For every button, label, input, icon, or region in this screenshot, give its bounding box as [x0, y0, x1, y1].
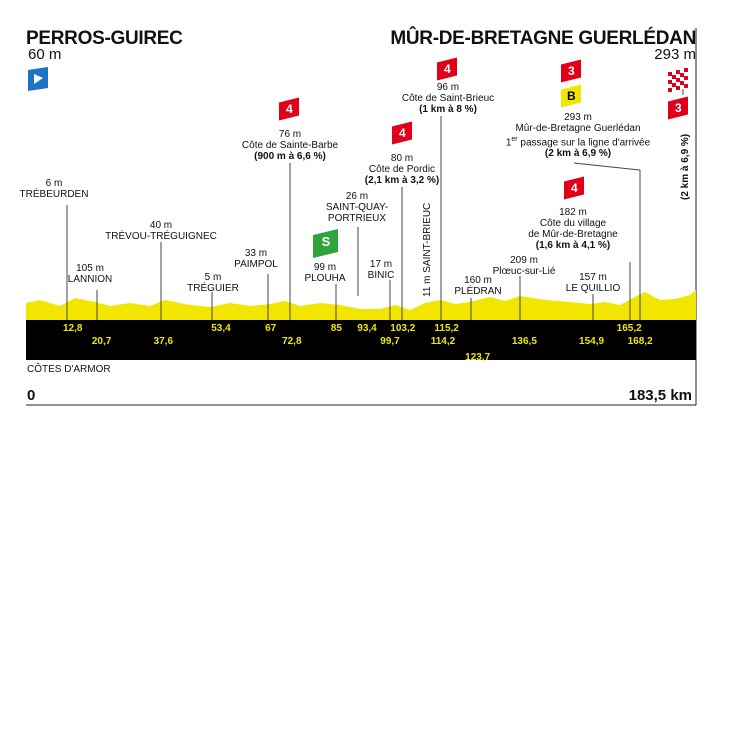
km-mark: 136,5 — [511, 336, 537, 347]
sprint-label: S — [321, 234, 331, 249]
stage-profile: PERROS-GUIREC 60 m MÛR-DE-BRETAGNE GUERL… — [19, 28, 697, 406]
km-mark: 67 — [265, 323, 277, 334]
town-label: 105 m LANNION — [67, 263, 113, 285]
km-band — [26, 320, 696, 360]
green-sprint-icon — [313, 229, 338, 258]
km-mark: 103,2 — [390, 323, 416, 334]
distance-end: 183,5 km — [628, 387, 692, 404]
leader-lines — [66, 70, 684, 320]
km-mark: 165,2 — [616, 323, 642, 334]
town-label: 157 m LE QUILLIO — [565, 272, 621, 294]
km-mark: 93,4 — [357, 323, 377, 334]
km-mark: 37,6 — [153, 336, 174, 347]
km-mark: 99,7 — [380, 336, 400, 347]
km-mark: 53,4 — [211, 323, 231, 334]
town-label: 40 m TRÉVOU-TRÉGUIGNEC — [105, 220, 217, 242]
climb-label-village: 182 m Côte du village de Mûr-de-Bretagne (1… — [528, 207, 618, 251]
town-label: 5 m TRÉGUIER — [187, 272, 239, 294]
checker-square — [672, 79, 676, 83]
km-mark: 168,2 — [627, 336, 653, 347]
checker-square — [684, 80, 688, 84]
finish-altitude: 293 m — [654, 46, 696, 63]
km-mark: 12,8 — [63, 323, 83, 334]
checker-square — [676, 74, 680, 78]
checker-square — [684, 84, 688, 88]
checker-square — [668, 84, 672, 88]
checker-square — [676, 70, 680, 74]
town-label-saint-brieuc: 11 m SAINT-BRIEUC — [422, 202, 433, 297]
final-climb-detail: (2 km à 6,9 %) — [680, 133, 691, 200]
town-label: 6 m TRÉBEURDEN — [19, 178, 89, 200]
checker-square — [680, 73, 684, 77]
climb-label-mur: 293 m Mûr-de-Bretagne Guerlédan 1er passa… — [505, 112, 651, 160]
town-label: 160 m PLÉDRAN — [454, 275, 502, 297]
elevation-profile — [26, 290, 696, 320]
km-mark: 114,2 — [430, 336, 456, 347]
town-label: 99 m PLOUHA — [304, 262, 346, 284]
checker-square — [668, 72, 672, 76]
checker-square — [684, 68, 688, 72]
km-mark: 72,8 — [282, 336, 302, 347]
checker-square — [672, 83, 676, 87]
checker-square — [672, 71, 676, 75]
climb-label-pordic: 80 m Côte de Pordic (2,1 km à 3,2 %) — [364, 153, 440, 186]
checker-square — [676, 78, 680, 82]
checker-square — [672, 87, 676, 91]
town-label: 33 m PAIMPOL — [234, 248, 278, 270]
profile-svg — [26, 28, 697, 406]
checker-square — [672, 75, 676, 79]
checker-square — [676, 86, 680, 90]
km-mark: 20,7 — [91, 336, 112, 347]
finish-town: MÛR-DE-BRETAGNE GUERLÉDAN — [390, 28, 696, 49]
checker-square — [668, 76, 672, 80]
km-mark: 154,9 — [579, 336, 605, 347]
town-label: 17 m BINIC — [367, 259, 395, 281]
km-mark: 115,2 — [434, 323, 459, 334]
leader-line — [573, 162, 641, 171]
checker-square — [684, 72, 688, 76]
checker-square — [680, 81, 684, 85]
km-mark: 123,7 — [465, 352, 491, 363]
checker-square — [676, 82, 680, 86]
checkered-flag-icon — [668, 68, 688, 92]
checker-square — [680, 77, 684, 81]
town-label: 26 m SAINT-QUAY- PORTRIEUX — [325, 191, 389, 224]
distance-start: 0 — [27, 387, 36, 404]
play-triangle-icon — [28, 67, 48, 91]
climb-label-sainte-barbe: 76 m Côte de Sainte-Barbe (900 m à 6,6 %) — [241, 129, 339, 162]
climb-label-saint-brieuc: 96 m Côte de Saint-Brieuc (1 km à 8 %) — [401, 82, 495, 115]
region-label: CÔTES D'ARMOR — [27, 364, 111, 375]
town-label: 209 m Plœuc-sur-Lié — [492, 255, 556, 277]
km-mark: 85 — [330, 323, 342, 334]
checker-square — [684, 76, 688, 80]
checker-square — [680, 69, 684, 73]
start-town: PERROS-GUIREC — [26, 28, 183, 49]
checker-square — [680, 85, 684, 89]
checker-square — [668, 80, 672, 84]
start-altitude: 60 m — [28, 46, 62, 63]
checker-square — [668, 88, 672, 92]
